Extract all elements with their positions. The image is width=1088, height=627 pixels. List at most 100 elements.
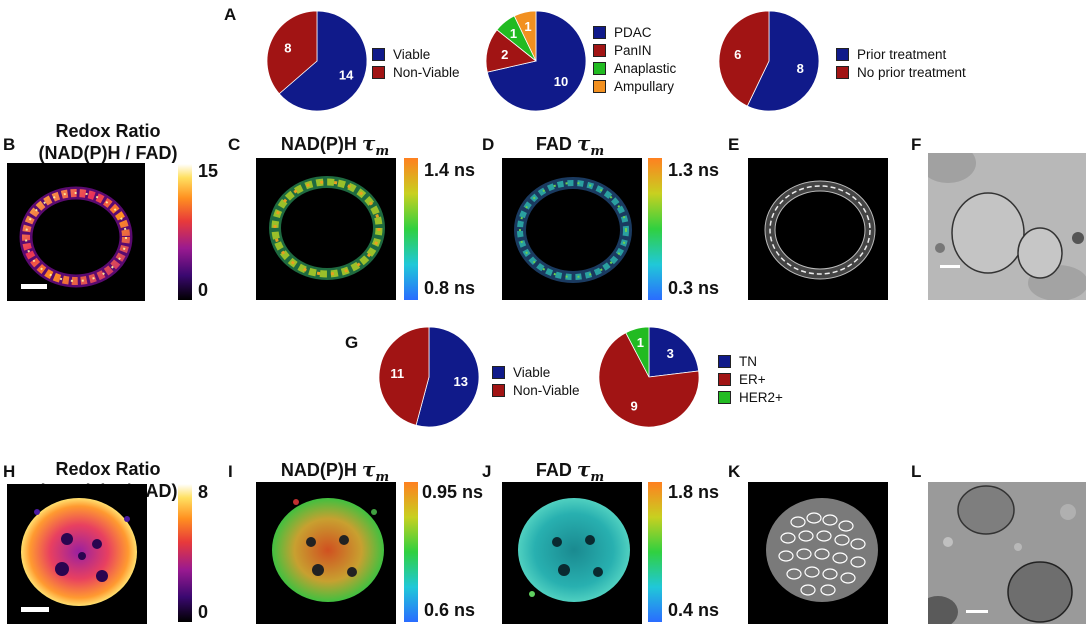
panel-label-j: J — [482, 462, 492, 481]
redox-title-top: Redox Ratio (NAD(P)H / FAD) — [18, 120, 198, 164]
legend-label: TN — [739, 353, 757, 369]
pie-value-label: 1 — [524, 19, 531, 34]
pie-value-label: 9 — [631, 398, 638, 413]
brightfield-image-breast — [928, 482, 1086, 624]
colorbar-max-label: 15 — [198, 161, 219, 181]
fad-image-breast — [502, 482, 642, 624]
panel-label-c: C — [228, 135, 241, 154]
tau-sub: m — [375, 470, 390, 485]
pie-value-label: 10 — [554, 74, 568, 89]
pie-value-label: 11 — [390, 366, 404, 381]
colorbar-max-label: 0.95 ns — [422, 482, 484, 502]
scale-bar — [21, 607, 49, 612]
pie-value-label: 2 — [501, 47, 508, 62]
colorbar-fad — [648, 158, 662, 300]
legend-item: ER+ — [718, 370, 783, 388]
legend-label: Anaplastic — [614, 60, 677, 76]
nadph-tau-title-bottom: NAD(P)H τm — [250, 458, 420, 489]
legend-viability-a: Viable Non-Viable — [372, 45, 460, 81]
legend-item: Anaplastic — [593, 59, 676, 77]
nadph-label: NAD(P)H — [280, 134, 357, 154]
segmentation-image-pdac — [748, 158, 888, 300]
pie-slice-her2- — [625, 326, 650, 378]
fad-label: FAD — [535, 134, 572, 154]
tau-char: τ — [361, 131, 376, 155]
redox-title-line1: Redox Ratio — [55, 459, 161, 479]
legend-swatch — [593, 79, 606, 93]
panel-label-l: L — [911, 462, 922, 481]
pie-slice-prior-treatment — [746, 10, 820, 112]
pie-value-label: 13 — [453, 374, 467, 389]
legend-label: Prior treatment — [857, 46, 947, 62]
pie-slice-non-viable — [378, 326, 430, 426]
panel-label-k: K — [728, 462, 741, 481]
legend-item: No prior treatment — [836, 63, 966, 81]
panel-label-h: H — [3, 462, 16, 481]
segmentation-image-breast — [748, 482, 888, 624]
redox-image-pdac — [7, 163, 145, 301]
panel-label-g: G — [345, 333, 359, 352]
colorbar-min-label: 0.6 ns — [424, 600, 476, 620]
scale-bar — [966, 610, 988, 613]
colorbar-min-label: 0 — [198, 602, 209, 622]
pie-slice-ampullary — [513, 10, 537, 62]
nadph-image-pdac — [256, 158, 396, 300]
tau-sub: m — [590, 144, 605, 159]
colorbar-max-label: 8 — [198, 482, 209, 502]
legend-item: PDAC — [593, 23, 676, 41]
pie-value-label: 8 — [284, 41, 291, 56]
pie-slice-er- — [598, 332, 700, 428]
legend-label: Non-Viable — [513, 382, 580, 398]
scale-bar — [21, 284, 47, 289]
legend-swatch — [492, 383, 505, 397]
tau-char: τ — [576, 131, 591, 155]
redox-image-breast — [7, 484, 147, 624]
pie-value-label: 14 — [339, 67, 354, 82]
tau-symbol: τm — [361, 131, 389, 159]
legend-swatch — [718, 354, 731, 368]
legend-receptor-status: TN ER+ HER2+ — [718, 352, 783, 406]
colorbar-min-label: 0 — [198, 280, 209, 300]
colorbar-min-label: 0.8 ns — [424, 278, 476, 298]
pie-value-label: 8 — [797, 61, 804, 76]
colorbar-min-label: 0.3 ns — [668, 278, 720, 298]
legend-label: Viable — [513, 364, 551, 380]
legend-label: PDAC — [614, 24, 652, 40]
pie-chart-receptor-status: 3 9 1 — [598, 326, 700, 428]
colorbar-redox — [178, 164, 192, 300]
panel-label-b: B — [3, 135, 16, 154]
panel-label-a: A — [224, 5, 237, 24]
legend-swatch — [836, 47, 849, 61]
colorbar-nadph — [404, 482, 418, 622]
legend-label: PanIN — [614, 42, 652, 58]
legend-swatch — [593, 61, 606, 75]
redox-title-line1: Redox Ratio — [55, 121, 161, 141]
pie-chart-prior-treatment: 86 — [718, 10, 820, 112]
redox-title-line2: (NAD(P)H / FAD) — [38, 143, 178, 163]
colorbar-fad — [648, 482, 662, 622]
legend-tumor-type: PDAC PanIN Anaplastic Ampullary — [593, 23, 676, 95]
pie-value-label: 1 — [637, 335, 644, 350]
tau-char: τ — [361, 457, 376, 481]
colorbar-min-label: 0.4 ns — [668, 600, 720, 620]
colorbar-max-label: 1.8 ns — [668, 482, 720, 502]
pie-value-label: 1 — [510, 26, 517, 41]
legend-prior-treatment: Prior treatment No prior treatment — [836, 45, 966, 81]
legend-swatch — [718, 372, 731, 386]
panel-label-i: I — [228, 462, 233, 481]
tau-sub: m — [590, 470, 605, 485]
colorbar-nadph — [404, 158, 418, 300]
panel-label-d: D — [482, 135, 495, 154]
tau-symbol: τm — [576, 457, 604, 485]
pie-slice-viable — [278, 10, 368, 112]
colorbar-max-label: 1.3 ns — [668, 160, 720, 180]
scale-bar — [940, 265, 960, 268]
fad-image-pdac — [502, 158, 642, 300]
legend-swatch — [593, 25, 606, 39]
panel-label-f: F — [911, 135, 922, 154]
legend-label: Non-Viable — [393, 64, 460, 80]
legend-label: ER+ — [739, 371, 766, 387]
colorbar-max-label: 1.4 ns — [424, 160, 476, 180]
tau-char: τ — [576, 457, 591, 481]
